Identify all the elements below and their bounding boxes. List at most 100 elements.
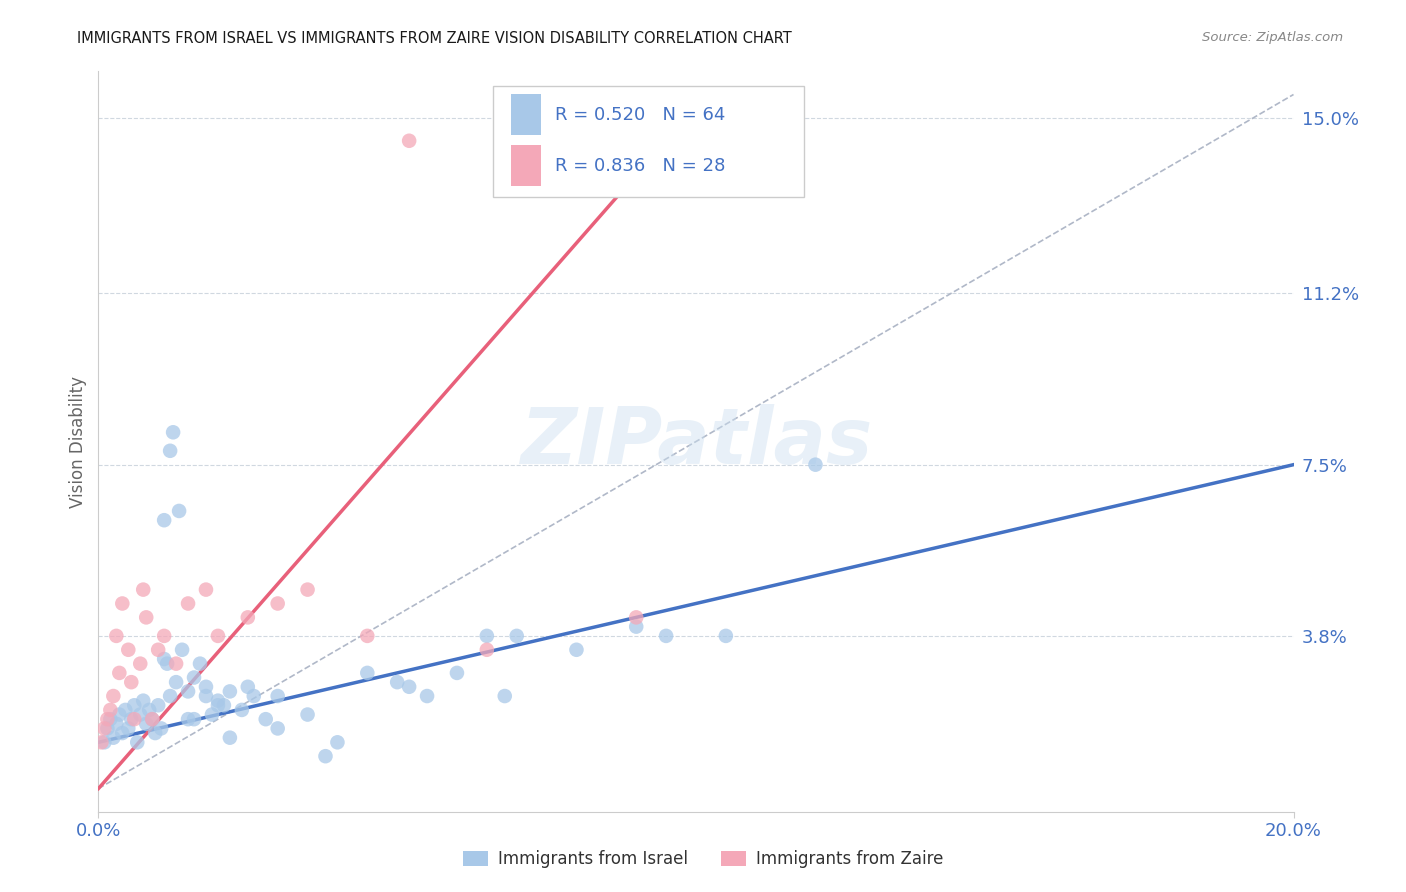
Point: [172, 642, 194, 657]
Point: [165, 675, 187, 690]
Point: [105, 716, 128, 731]
Point: [475, 629, 498, 643]
Point: [195, 689, 218, 703]
Point: [111, 597, 134, 611]
Point: [207, 698, 229, 713]
Y-axis label: Vision Disability: Vision Disability: [69, 376, 87, 508]
Text: Source: ZipAtlas.com: Source: ZipAtlas.com: [1202, 31, 1343, 45]
Text: R = 0.836   N = 28: R = 0.836 N = 28: [555, 157, 725, 175]
Text: IMMIGRANTS FROM ISRAEL VS IMMIGRANTS FROM ZAIRE VISION DISABILITY CORRELATION CH: IMMIGRANTS FROM ISRAEL VS IMMIGRANTS FRO…: [77, 31, 792, 46]
Point: [356, 629, 378, 643]
Point: [267, 722, 290, 736]
Point: [267, 689, 290, 703]
Point: [236, 680, 259, 694]
Point: [494, 689, 516, 703]
Point: [219, 684, 242, 698]
Point: [626, 610, 648, 624]
Point: [93, 722, 115, 736]
Point: [183, 671, 205, 685]
Point: [98, 703, 122, 717]
Point: [714, 629, 737, 643]
Point: [138, 703, 160, 717]
Point: [90, 735, 112, 749]
Point: [195, 582, 218, 597]
Point: [93, 735, 115, 749]
Point: [297, 707, 319, 722]
Point: [385, 675, 409, 690]
Point: [117, 722, 139, 736]
Point: [315, 749, 337, 764]
Point: [148, 642, 170, 657]
Point: [153, 513, 176, 527]
Point: [132, 582, 155, 597]
Point: [141, 712, 163, 726]
Legend: Immigrants from Israel, Immigrants from Zaire: Immigrants from Israel, Immigrants from …: [456, 844, 950, 875]
Point: [416, 689, 439, 703]
Point: [132, 694, 155, 708]
Point: [506, 629, 529, 643]
Point: [398, 680, 420, 694]
Point: [135, 610, 157, 624]
Point: [129, 657, 152, 671]
Point: [207, 694, 229, 708]
Point: [103, 689, 125, 703]
Point: [804, 458, 827, 472]
Point: [446, 665, 468, 680]
Point: [326, 735, 349, 749]
Point: [167, 504, 190, 518]
Point: [124, 712, 146, 726]
Point: [236, 610, 259, 624]
Point: [177, 684, 200, 698]
Point: [177, 712, 200, 726]
Point: [159, 689, 181, 703]
Text: R = 0.520   N = 64: R = 0.520 N = 64: [555, 105, 725, 124]
Point: [141, 712, 163, 726]
Point: [124, 698, 146, 713]
Point: [117, 642, 139, 657]
Point: [655, 629, 678, 643]
Point: [108, 665, 131, 680]
Point: [143, 726, 166, 740]
Point: [135, 716, 157, 731]
Point: [111, 726, 134, 740]
Point: [177, 597, 200, 611]
Point: [626, 619, 648, 633]
Point: [103, 731, 125, 745]
Point: [148, 698, 170, 713]
Point: [162, 425, 184, 440]
FancyBboxPatch shape: [510, 145, 541, 186]
FancyBboxPatch shape: [494, 87, 804, 197]
Point: [212, 698, 235, 713]
Point: [129, 707, 152, 722]
Point: [565, 642, 588, 657]
Point: [267, 597, 290, 611]
Point: [120, 712, 142, 726]
Point: [150, 722, 173, 736]
Point: [96, 712, 118, 726]
Point: [201, 707, 224, 722]
Text: ZIPatlas: ZIPatlas: [520, 403, 872, 480]
Point: [165, 657, 187, 671]
Point: [108, 707, 131, 722]
Point: [120, 675, 142, 690]
Point: [159, 443, 181, 458]
Point: [127, 735, 149, 749]
Point: [98, 712, 122, 726]
Point: [475, 642, 498, 657]
Point: [254, 712, 277, 726]
Point: [207, 629, 229, 643]
Point: [231, 703, 253, 717]
Point: [105, 629, 128, 643]
FancyBboxPatch shape: [510, 95, 541, 135]
Point: [195, 680, 218, 694]
Point: [153, 652, 176, 666]
Point: [188, 657, 211, 671]
Point: [96, 722, 118, 736]
Point: [297, 582, 319, 597]
Point: [398, 134, 420, 148]
Point: [356, 665, 378, 680]
Point: [243, 689, 266, 703]
Point: [219, 731, 242, 745]
Point: [183, 712, 205, 726]
Point: [156, 657, 179, 671]
